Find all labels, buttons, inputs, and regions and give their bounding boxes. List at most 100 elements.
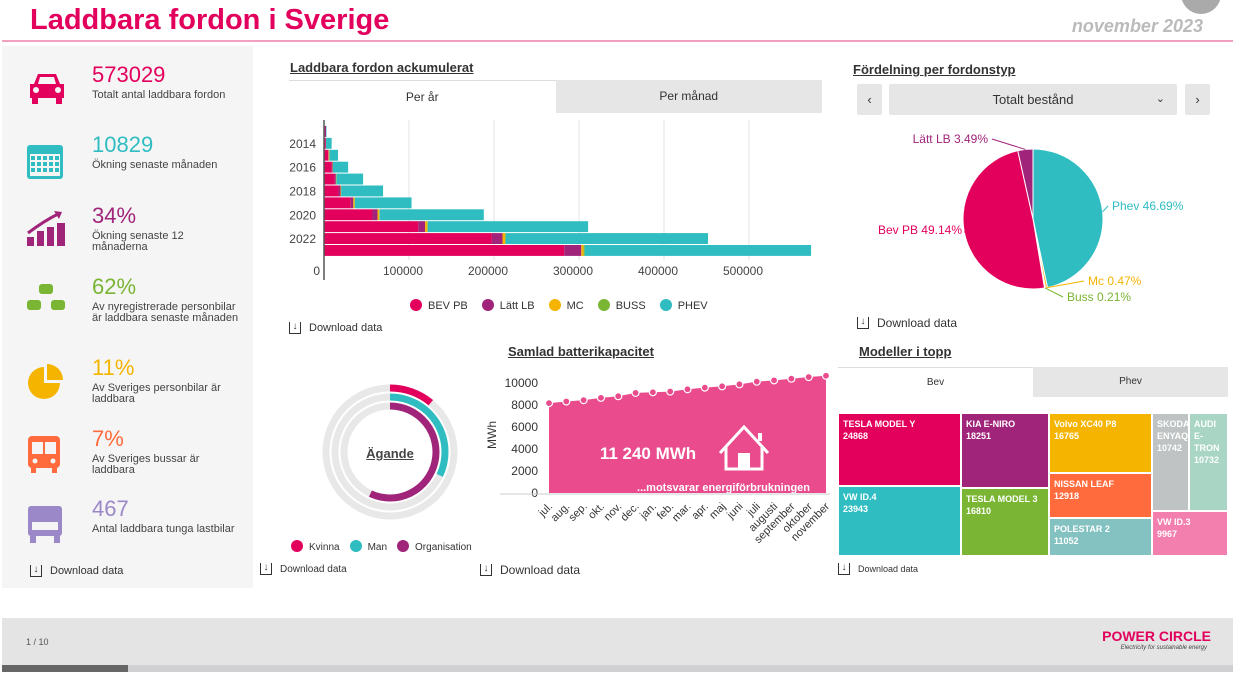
bar-segment-bev-pb[interactable]: [324, 185, 339, 197]
data-point[interactable]: [718, 382, 727, 391]
bar-segment-mc[interactable]: [353, 197, 355, 209]
bar-segment-bev-pb[interactable]: [324, 137, 326, 149]
x-tick-label: 500000: [723, 264, 763, 278]
radial-bar-organisation[interactable]: [368, 402, 440, 502]
data-point[interactable]: [787, 374, 796, 383]
bar-segment-lätt-lb[interactable]: [350, 197, 354, 209]
tab-per-ar[interactable]: Per år: [289, 80, 556, 113]
data-point[interactable]: [562, 397, 571, 406]
data-point[interactable]: [752, 377, 761, 386]
treemap-tile[interactable]: TESLA MODEL Y 24868: [838, 413, 961, 486]
bar-segment-buss[interactable]: [583, 245, 585, 256]
bar-segment-mc[interactable]: [425, 221, 428, 233]
radial-bar-man[interactable]: [389, 393, 449, 477]
bar-segment-bev-pb[interactable]: [324, 161, 332, 173]
data-point[interactable]: [631, 388, 640, 397]
bar-segment-lätt-lb[interactable]: [338, 185, 341, 197]
radial-bar-kvinna[interactable]: [389, 384, 434, 406]
bar-segment-phev[interactable]: [326, 137, 332, 149]
bar-segment-buss[interactable]: [427, 221, 428, 233]
bar-segment-bev-pb[interactable]: [324, 221, 419, 233]
bar-segment-lätt-lb[interactable]: [564, 245, 582, 256]
download-label: Download data: [280, 563, 347, 575]
bar-segment-phev[interactable]: [427, 221, 589, 233]
bar-segment-lätt-lb[interactable]: [418, 221, 426, 233]
bar-segment-bev-pb[interactable]: [324, 209, 373, 221]
bar-segment-mc[interactable]: [377, 209, 380, 221]
legend-item[interactable]: MC: [548, 299, 584, 312]
treemap-tile[interactable]: POLESTAR 2 11052: [1049, 518, 1152, 556]
next-button[interactable]: ›: [1185, 84, 1210, 115]
data-point[interactable]: [579, 396, 588, 405]
bar-segment-lätt-lb[interactable]: [372, 209, 378, 221]
data-point[interactable]: [821, 371, 830, 380]
kpi-download-button[interactable]: ↓ Download data: [30, 565, 123, 577]
legend-item[interactable]: BEV PB: [410, 299, 468, 312]
bar-segment-phev[interactable]: [336, 173, 364, 185]
treemap-tile[interactable]: VW ID.3 9967: [1152, 511, 1228, 556]
tab-per-manad[interactable]: Per månad: [659, 89, 719, 103]
bar-segment-mc[interactable]: [328, 149, 330, 161]
x-tick-label: 400000: [638, 264, 678, 278]
bar-download-button[interactable]: ↓ Download data: [289, 322, 382, 334]
bar-segment-bev-pb[interactable]: [324, 245, 565, 256]
bar-segment-mc[interactable]: [502, 233, 506, 244]
bar-segment-bev-pb[interactable]: [324, 173, 335, 185]
area-download-button[interactable]: ↓ Download data: [480, 563, 580, 577]
treemap-tile[interactable]: TESLA MODEL 3 16810: [961, 488, 1049, 556]
tab-bev[interactable]: Bev: [838, 367, 1033, 397]
kpi-value: 573029: [92, 62, 166, 87]
bar-segment-phev[interactable]: [332, 161, 349, 173]
treemap-tile[interactable]: SKODA ENYAQ 10742: [1152, 413, 1189, 511]
legend-item[interactable]: BUSS: [597, 299, 646, 312]
bar-segment-lätt-lb[interactable]: [334, 173, 336, 185]
legend-item[interactable]: PHEV: [659, 299, 708, 312]
ownership-download-button[interactable]: ↓ Download data: [260, 563, 347, 575]
legend-item[interactable]: Man: [349, 540, 387, 553]
pie-download-button[interactable]: ↓ Download data: [857, 316, 957, 330]
treemap-tile[interactable]: AUDI E-TRON 10732: [1189, 413, 1228, 511]
data-point[interactable]: [596, 393, 606, 402]
bar-segment-lätt-lb[interactable]: [324, 126, 327, 137]
data-point[interactable]: [544, 399, 554, 408]
data-point[interactable]: [666, 387, 675, 396]
data-point[interactable]: [648, 388, 657, 397]
data-point[interactable]: [804, 372, 813, 382]
bar-segment-phev[interactable]: [341, 185, 384, 197]
bar-segment-bev-pb[interactable]: [324, 197, 351, 209]
bar-segment-lätt-lb[interactable]: [331, 161, 333, 173]
treemap-tile[interactable]: NISSAN LEAF 12918: [1049, 473, 1152, 518]
ownership-center-label: Ägande: [366, 446, 414, 461]
data-point[interactable]: [700, 383, 709, 392]
bar-segment-mc[interactable]: [581, 245, 584, 256]
vehicle-type-select[interactable]: Totalt bestånd ⌄: [889, 84, 1177, 115]
legend-item[interactable]: Lätt LB: [481, 299, 535, 312]
bar-segment-phev[interactable]: [505, 233, 709, 244]
treemap-tile[interactable]: KIA E-NIRO 18251: [961, 413, 1049, 488]
bar-segment-bev-pb[interactable]: [324, 149, 329, 161]
bar-segment-phev[interactable]: [354, 197, 412, 209]
legend-item[interactable]: Kvinna: [291, 540, 340, 553]
legend-item[interactable]: Organisation: [397, 540, 472, 553]
bar-segment-phev[interactable]: [379, 209, 484, 221]
pie-slice[interactable]: [1017, 148, 1034, 220]
treemap-tile[interactable]: Volvo XC40 P8 16765: [1049, 413, 1152, 473]
bar-segment-lätt-lb[interactable]: [491, 233, 503, 244]
bar-segment-buss[interactable]: [505, 233, 506, 244]
bar-segment-bev-pb[interactable]: [324, 233, 492, 244]
data-point[interactable]: [614, 392, 623, 401]
data-point[interactable]: [769, 376, 779, 385]
x-tick-label: maj: [707, 501, 728, 522]
data-point[interactable]: [683, 385, 692, 394]
data-point[interactable]: [735, 380, 744, 389]
tab-phev[interactable]: Phev: [1119, 376, 1142, 387]
bar-segment-phev[interactable]: [329, 149, 339, 161]
slide-progress-track[interactable]: [2, 665, 1233, 672]
treemap-tile[interactable]: VW ID.4 23943: [838, 486, 961, 556]
treemap-download-button[interactable]: ↓ Download data: [838, 563, 918, 575]
bar-segment-phev[interactable]: [584, 245, 812, 256]
ownership-legend: Kvinna Man Organisation: [291, 540, 472, 553]
kpi-label: Totalt antal laddbara fordon: [92, 89, 226, 101]
menu-button[interactable]: [1181, 0, 1221, 14]
prev-button[interactable]: ‹: [857, 84, 882, 115]
